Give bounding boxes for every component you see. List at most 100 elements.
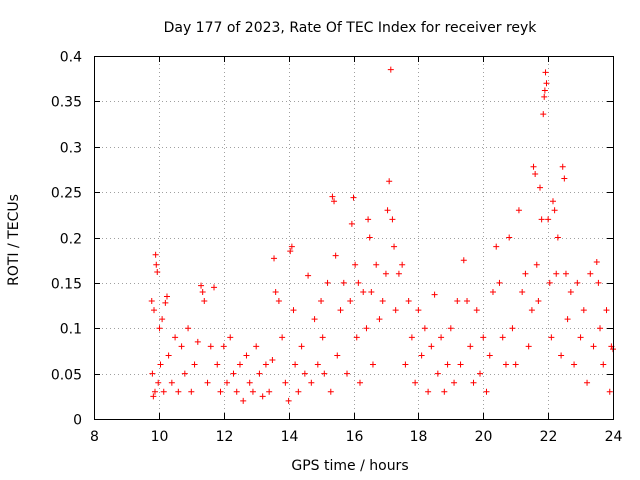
data-point	[365, 216, 372, 223]
data-point	[311, 316, 318, 323]
data-point	[502, 361, 509, 368]
data-point	[223, 379, 230, 386]
data-point	[606, 388, 613, 395]
data-point	[428, 343, 435, 350]
data-point	[275, 298, 282, 305]
data-point	[211, 284, 218, 291]
data-point	[157, 361, 164, 368]
data-point	[454, 298, 461, 305]
data-point	[314, 361, 321, 368]
data-point	[577, 334, 584, 341]
data-point	[188, 388, 195, 395]
data-point	[233, 388, 240, 395]
data-point	[199, 288, 206, 295]
x-tick-label: 8	[90, 429, 99, 445]
data-point	[156, 325, 163, 332]
data-point	[451, 379, 458, 386]
data-point	[214, 361, 221, 368]
data-point	[434, 370, 441, 377]
data-point	[368, 288, 375, 295]
data-point	[220, 343, 227, 350]
data-point	[327, 388, 334, 395]
x-axis-label: GPS time / hours	[291, 458, 408, 474]
data-point	[249, 388, 256, 395]
data-point	[331, 198, 338, 205]
x-tick-label: 16	[346, 429, 364, 445]
data-point	[421, 325, 428, 332]
data-point	[457, 361, 464, 368]
y-axis-label: ROTI / TECUs	[6, 194, 22, 286]
data-point	[352, 261, 359, 268]
data-point	[418, 352, 425, 359]
data-point	[321, 370, 328, 377]
data-point	[172, 334, 179, 341]
data-point	[542, 69, 549, 76]
data-point	[553, 270, 560, 277]
data-point	[198, 282, 205, 289]
data-point	[415, 307, 422, 314]
data-point	[595, 279, 602, 286]
data-point	[240, 397, 247, 404]
data-point	[541, 87, 548, 94]
data-point	[282, 379, 289, 386]
data-point	[185, 325, 192, 332]
data-point	[499, 334, 506, 341]
data-point	[408, 334, 415, 341]
data-point	[155, 379, 162, 386]
data-point	[151, 388, 158, 395]
data-point	[444, 361, 451, 368]
data-point	[509, 325, 516, 332]
data-point	[178, 343, 185, 350]
data-point	[191, 361, 198, 368]
data-point	[519, 288, 526, 295]
data-point	[149, 370, 156, 377]
data-point	[496, 279, 503, 286]
x-tick-label: 18	[410, 429, 428, 445]
data-point	[389, 216, 396, 223]
data-point	[256, 370, 263, 377]
data-point	[549, 198, 556, 205]
data-point	[344, 370, 351, 377]
data-point	[148, 298, 155, 305]
data-point	[266, 388, 273, 395]
data-point	[366, 234, 373, 241]
data-point	[356, 379, 363, 386]
data-point	[355, 279, 362, 286]
data-point	[395, 270, 402, 277]
data-point	[279, 334, 286, 341]
data-point	[587, 270, 594, 277]
data-point	[287, 248, 294, 255]
data-point	[382, 270, 389, 277]
grid	[94, 56, 613, 419]
data-point	[530, 163, 537, 170]
data-point	[506, 234, 513, 241]
data-point	[236, 361, 243, 368]
data-point	[253, 343, 260, 350]
data-point	[153, 261, 160, 268]
data-point	[324, 279, 331, 286]
data-point	[290, 307, 297, 314]
data-point	[533, 261, 540, 268]
data-point	[584, 379, 591, 386]
data-point	[486, 352, 493, 359]
y-tick-label: 0.2	[60, 232, 82, 248]
axis-ticks: 8 10 12 14 16 18 20 22 24 0 0.05 0.1 0.15 0.2 0.25 0.3 0…	[51, 50, 623, 446]
data-point	[165, 352, 172, 359]
data-point	[246, 379, 253, 386]
data-point	[348, 220, 355, 227]
data-point	[201, 298, 208, 305]
data-point	[528, 307, 535, 314]
data-point	[337, 307, 344, 314]
data-point	[353, 334, 360, 341]
data-point	[590, 343, 597, 350]
data-point	[379, 298, 386, 305]
data-point	[562, 270, 569, 277]
y-tick-label: 0	[73, 413, 82, 429]
data-point	[350, 194, 357, 201]
data-point	[564, 316, 571, 323]
data-point	[288, 243, 295, 250]
data-point	[334, 352, 341, 359]
data-point	[548, 334, 555, 341]
x-tick-label: 22	[540, 429, 558, 445]
